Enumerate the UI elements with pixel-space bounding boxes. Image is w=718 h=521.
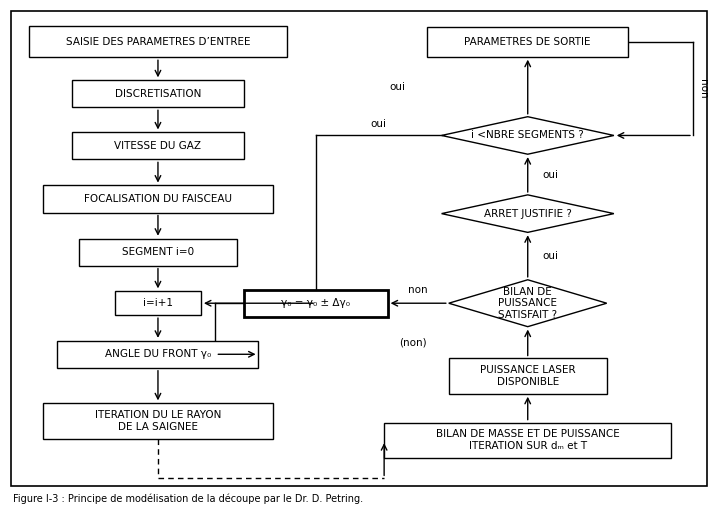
Text: ITERATION DU LE RAYON
DE LA SAIGNEE: ITERATION DU LE RAYON DE LA SAIGNEE — [95, 410, 221, 432]
Bar — [449, 358, 607, 394]
Polygon shape — [442, 117, 614, 154]
Text: DISCRETISATION: DISCRETISATION — [115, 89, 201, 99]
Text: PUISSANCE LASER
DISPONIBLE: PUISSANCE LASER DISPONIBLE — [480, 365, 576, 387]
Text: i <NBRE SEGMENTS ?: i <NBRE SEGMENTS ? — [471, 130, 584, 141]
Bar — [72, 80, 244, 107]
Bar — [79, 239, 237, 266]
Text: Figure I-3 : Principe de modélisation de la découpe par le Dr. D. Petring.: Figure I-3 : Principe de modélisation de… — [13, 494, 363, 504]
Text: SAISIE DES PARAMETRES D’ENTREE: SAISIE DES PARAMETRES D’ENTREE — [66, 36, 250, 47]
Text: oui: oui — [390, 82, 406, 92]
Text: oui: oui — [542, 169, 558, 180]
Text: ANGLE DU FRONT γ₀: ANGLE DU FRONT γ₀ — [105, 349, 211, 359]
Polygon shape — [442, 195, 614, 232]
Text: oui: oui — [542, 251, 558, 261]
Text: BILAN DE
PUISSANCE
SATISFAIT ?: BILAN DE PUISSANCE SATISFAIT ? — [498, 287, 557, 320]
Text: oui: oui — [370, 119, 387, 129]
Text: γ₀ = γ₀ ± Δγ₀: γ₀ = γ₀ ± Δγ₀ — [281, 298, 350, 308]
Text: SEGMENT i=0: SEGMENT i=0 — [122, 247, 194, 257]
Bar — [29, 26, 287, 57]
Text: BILAN DE MASSE ET DE PUISSANCE
ITERATION SUR dₘ et T: BILAN DE MASSE ET DE PUISSANCE ITERATION… — [436, 429, 620, 451]
Text: (non): (non) — [400, 338, 427, 348]
Bar — [115, 291, 201, 315]
Polygon shape — [449, 280, 607, 327]
Text: FOCALISATION DU FAISCEAU: FOCALISATION DU FAISCEAU — [84, 194, 232, 204]
Bar — [244, 290, 388, 317]
Text: non: non — [409, 286, 428, 295]
Bar — [43, 185, 273, 213]
Bar — [57, 341, 258, 368]
Text: ARRET JUSTIFIE ?: ARRET JUSTIFIE ? — [484, 208, 572, 219]
Text: PARAMETRES DE SORTIE: PARAMETRES DE SORTIE — [465, 36, 591, 47]
Text: i=i+1: i=i+1 — [143, 298, 173, 308]
Text: non: non — [698, 79, 708, 98]
Bar — [384, 423, 671, 458]
Bar — [427, 27, 628, 57]
Bar — [43, 403, 273, 439]
Text: VITESSE DU GAZ: VITESSE DU GAZ — [114, 141, 202, 151]
Bar — [72, 132, 244, 159]
